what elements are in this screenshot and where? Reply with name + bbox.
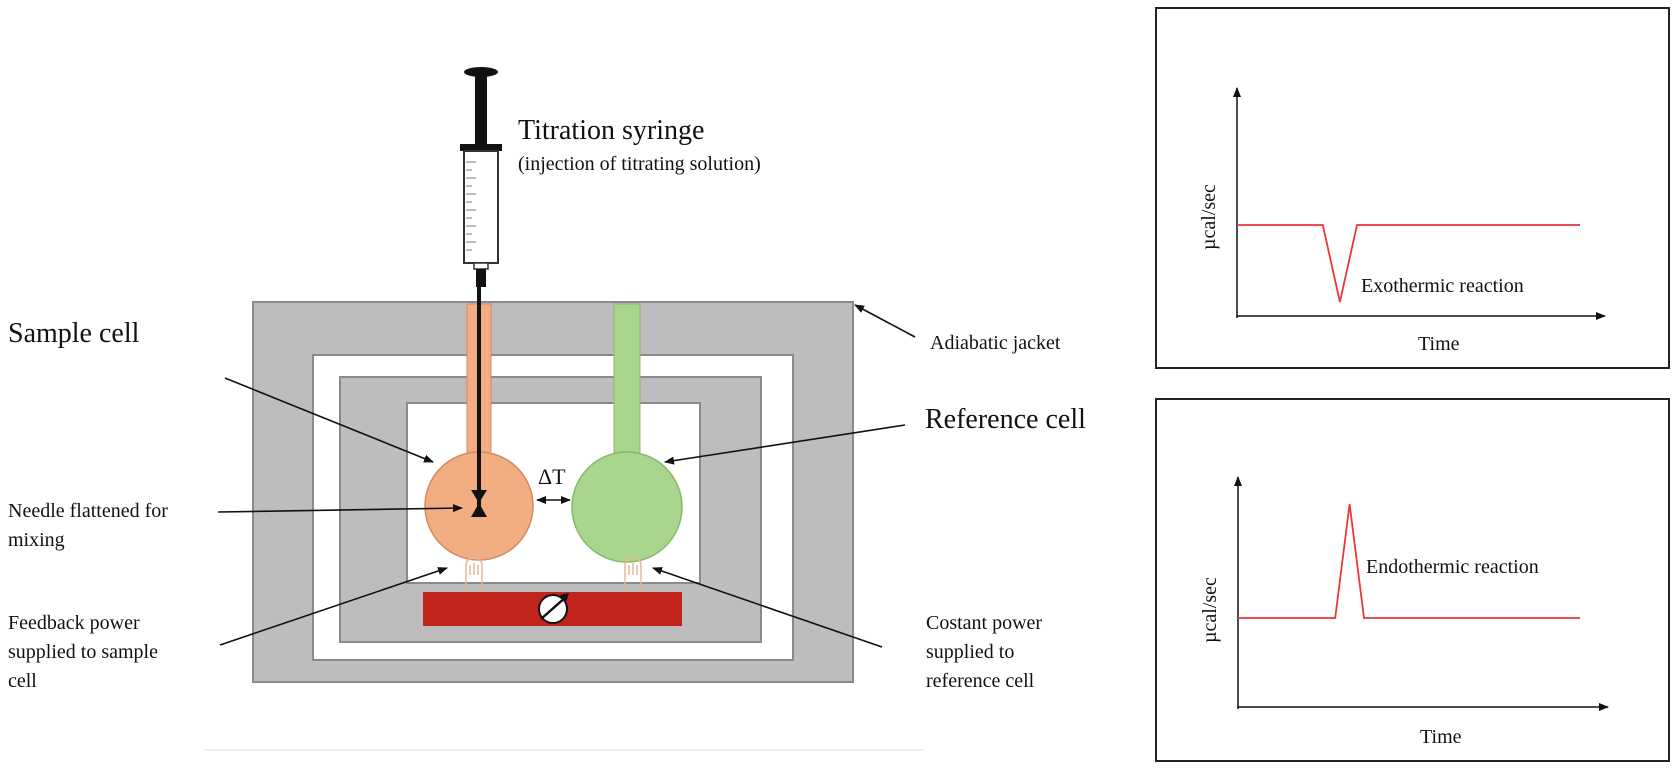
feedback-pointer xyxy=(219,567,448,646)
chart-title: Exothermic reaction xyxy=(1361,275,1524,297)
syringe-title: Titration syringe xyxy=(518,115,704,146)
feedback-label-line3: cell xyxy=(8,670,37,692)
sample-cell xyxy=(424,287,534,561)
reference-cell-pointer xyxy=(664,424,906,465)
series-line xyxy=(1238,503,1580,619)
reference-cell xyxy=(571,303,683,563)
sample-cell-label: Sample cell xyxy=(8,318,140,349)
sample-cell-pointer xyxy=(224,377,434,463)
pointer-lines xyxy=(217,304,916,648)
endothermic-chart: Endothermic reaction Time µcal/sec xyxy=(1155,398,1670,762)
titration-syringe xyxy=(460,67,502,287)
chart-frame xyxy=(1155,398,1670,762)
jacket-pointer xyxy=(854,304,916,338)
chart-title: Endothermic reaction xyxy=(1366,556,1539,578)
heater-bar xyxy=(423,592,682,626)
feedback-label-line1: Feedback power xyxy=(8,612,140,634)
needle-pointer xyxy=(217,504,463,513)
chart-frame xyxy=(1155,7,1670,369)
y-axis-label: µcal/sec xyxy=(1198,184,1220,250)
reference-cell-label: Reference cell xyxy=(925,404,1086,435)
heater-element-icon xyxy=(465,557,642,588)
feedback-label-line2: supplied to sample xyxy=(8,641,158,663)
series-line xyxy=(1237,224,1580,303)
delta-t-label: ΔT xyxy=(538,464,566,489)
exothermic-chart: Exothermic reaction Time µcal/sec xyxy=(1155,7,1670,369)
y-axis-label: µcal/sec xyxy=(1199,577,1221,643)
adiabatic-jacket-label: Adiabatic jacket xyxy=(930,332,1061,354)
constant-pointer xyxy=(652,567,883,648)
constant-label-line2: supplied to xyxy=(926,641,1014,663)
needle-label-line1: Needle flattened for xyxy=(8,500,168,522)
x-axis-label: Time xyxy=(1418,333,1460,355)
x-axis-label: Time xyxy=(1420,726,1462,748)
needle-label-line2: mixing xyxy=(8,529,65,551)
syringe-subtitle: (injection of titrating solution) xyxy=(518,153,761,175)
constant-label-line3: reference cell xyxy=(926,670,1035,692)
constant-label-line1: Costant power xyxy=(926,612,1042,634)
